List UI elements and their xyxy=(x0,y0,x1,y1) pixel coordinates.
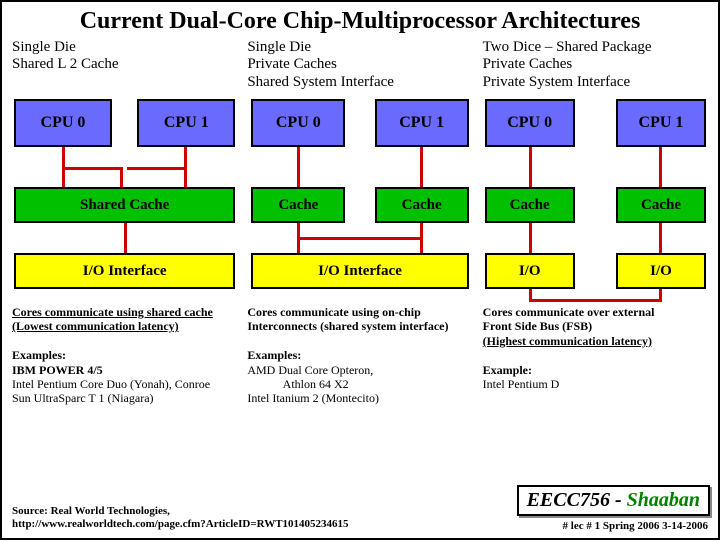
cpu1-box: CPU 1 xyxy=(375,99,469,147)
col3-notes: Cores communicate over external Front Si… xyxy=(483,305,708,391)
col1-diagram: CPU 0 CPU 1 Shared Cache I/O Interface xyxy=(12,99,237,299)
col-two-dice: Two Dice – Shared Package Private Caches… xyxy=(483,39,708,406)
col1-ex1: IBM POWER 4/5 xyxy=(12,363,103,377)
cpu0-box: CPU 0 xyxy=(485,99,575,147)
wire xyxy=(659,147,662,187)
wire xyxy=(120,167,123,187)
io-box: I/O Interface xyxy=(251,253,468,289)
col3-diagram: CPU 0 CPU 1 Cache Cache I/O I/O xyxy=(483,99,708,299)
course-box: EECC756 - Shaaban xyxy=(517,485,710,516)
col2-notes: Cores communicate using on-chip Intercon… xyxy=(247,305,472,406)
col1-note-a: Cores communicate using shared cache xyxy=(12,305,213,319)
cpu1-box: CPU 1 xyxy=(137,99,235,147)
wire xyxy=(297,237,422,240)
wire xyxy=(529,147,532,187)
col1-notes: Cores communicate using shared cache (Lo… xyxy=(12,305,237,406)
col1-ex3: Sun UltraSparc T 1 (Niagara) xyxy=(12,391,154,405)
col1-hdr-line2: Shared L 2 Cache xyxy=(12,56,237,73)
col3-hdr-line2: Private Caches xyxy=(483,56,708,73)
col3-hdr-line3: Private System Interface xyxy=(483,74,708,91)
col1-note-b: (Lowest communication latency) xyxy=(12,319,179,333)
src-line1: Source: Real World Technologies, xyxy=(12,505,170,517)
shared-cache-box: Shared Cache xyxy=(14,187,235,223)
cpu0-box: CPU 0 xyxy=(251,99,345,147)
cache-left: Cache xyxy=(485,187,575,223)
col1-ex2: Intel Pentium Core Duo (Yonah), Conroe xyxy=(12,377,210,391)
course-author: Shaaban xyxy=(627,489,700,511)
wire xyxy=(297,147,300,187)
col3-note-b: Front Side Bus (FSB) xyxy=(483,319,592,333)
cache-right: Cache xyxy=(375,187,469,223)
slide-frame: Current Dual-Core Chip-Multiprocessor Ar… xyxy=(0,0,720,540)
wire xyxy=(124,223,127,253)
course-code: EECC756 - xyxy=(527,489,627,511)
col3-ex1: Intel Pentium D xyxy=(483,377,560,391)
col2-hdr-line1: Single Die xyxy=(247,39,472,56)
cpu1-box: CPU 1 xyxy=(616,99,706,147)
wire xyxy=(420,147,423,187)
wire xyxy=(529,223,532,253)
io-left: I/O xyxy=(485,253,575,289)
wire xyxy=(659,223,662,253)
wire xyxy=(127,167,187,170)
col2-note-a: Cores communicate using on-chip xyxy=(247,305,420,319)
col3-hdr-line1: Two Dice – Shared Package xyxy=(483,39,708,56)
io-right: I/O xyxy=(616,253,706,289)
col3-note-a: Cores communicate over external xyxy=(483,305,655,319)
cpu0-box: CPU 0 xyxy=(14,99,112,147)
col1-header: Single Die Shared L 2 Cache xyxy=(12,39,237,95)
col3-ex-hdr: Example: xyxy=(483,363,532,377)
col1-ex-hdr: Examples: xyxy=(12,348,66,362)
col-private-cache: Single Die Private Caches Shared System … xyxy=(247,39,472,406)
io-box: I/O Interface xyxy=(14,253,235,289)
col3-note-c: (Highest communication latency) xyxy=(483,334,652,348)
col2-ex3: Intel Itanium 2 (Montecito) xyxy=(247,391,379,405)
wire xyxy=(529,299,662,302)
columns: Single Die Shared L 2 Cache CPU 0 CPU 1 … xyxy=(12,39,708,406)
col2-header: Single Die Private Caches Shared System … xyxy=(247,39,472,95)
col-shared-cache: Single Die Shared L 2 Cache CPU 0 CPU 1 … xyxy=(12,39,237,406)
cache-right: Cache xyxy=(616,187,706,223)
cache-left: Cache xyxy=(251,187,345,223)
source-footer: Source: Real World Technologies, http://… xyxy=(12,505,349,533)
col2-ex1: AMD Dual Core Opteron, xyxy=(247,363,373,377)
col1-hdr-line1: Single Die xyxy=(12,39,237,56)
col3-header: Two Dice – Shared Package Private Caches… xyxy=(483,39,708,95)
col2-note-b: Interconnects (shared system interface) xyxy=(247,319,448,333)
col2-hdr-line2: Private Caches xyxy=(247,56,472,73)
wire xyxy=(62,167,122,170)
slide-title: Current Dual-Core Chip-Multiprocessor Ar… xyxy=(12,8,708,35)
col2-hdr-line3: Shared System Interface xyxy=(247,74,472,91)
col2-ex-hdr: Examples: xyxy=(247,348,301,362)
col2-diagram: CPU 0 CPU 1 Cache Cache I/O Interface xyxy=(247,99,472,299)
lecture-line: # lec # 1 Spring 2006 3-14-2006 xyxy=(563,520,708,532)
src-line2: http://www.realworldtech.com/page.cfm?Ar… xyxy=(12,518,349,530)
col2-ex2: Athlon 64 X2 xyxy=(247,377,348,391)
